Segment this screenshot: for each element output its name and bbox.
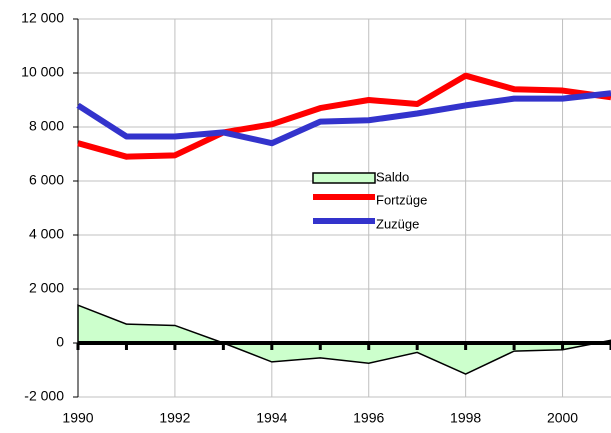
y-tick-label: 10 000 [21, 64, 64, 80]
x-tick-label: 1998 [450, 410, 481, 426]
line [76, 90, 611, 147]
x-tick-label: 1992 [159, 410, 190, 426]
area [77, 304, 611, 375]
y-tick-label: 0 [56, 334, 64, 350]
y-tick-label: 8 000 [29, 118, 64, 134]
y-tick-label: 6 000 [29, 172, 64, 188]
x-tick-label: 1994 [256, 410, 287, 426]
y-tick-label: 12 000 [21, 10, 64, 26]
y-tick-label: -2 000 [24, 388, 64, 404]
x-tick-label: 2000 [547, 410, 578, 426]
legend-label: Zuzüge [376, 216, 419, 231]
y-tick-label: 4 000 [29, 226, 64, 242]
legend-label: Fortzüge [376, 192, 427, 207]
y-tick-label: 2 000 [29, 280, 64, 296]
x-tick-label: 1990 [62, 410, 93, 426]
legend-swatch [312, 172, 376, 184]
x-tick-label: 1996 [353, 410, 384, 426]
legend-label: Saldo [376, 169, 409, 184]
line [77, 72, 611, 160]
